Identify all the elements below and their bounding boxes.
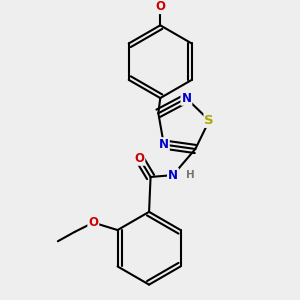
Text: S: S bbox=[205, 114, 214, 127]
Text: O: O bbox=[134, 152, 144, 165]
Text: N: N bbox=[182, 92, 191, 105]
Text: H: H bbox=[186, 170, 195, 180]
Text: N: N bbox=[168, 169, 178, 182]
Text: O: O bbox=[88, 216, 98, 229]
Text: O: O bbox=[155, 0, 165, 13]
Text: N: N bbox=[159, 138, 169, 151]
